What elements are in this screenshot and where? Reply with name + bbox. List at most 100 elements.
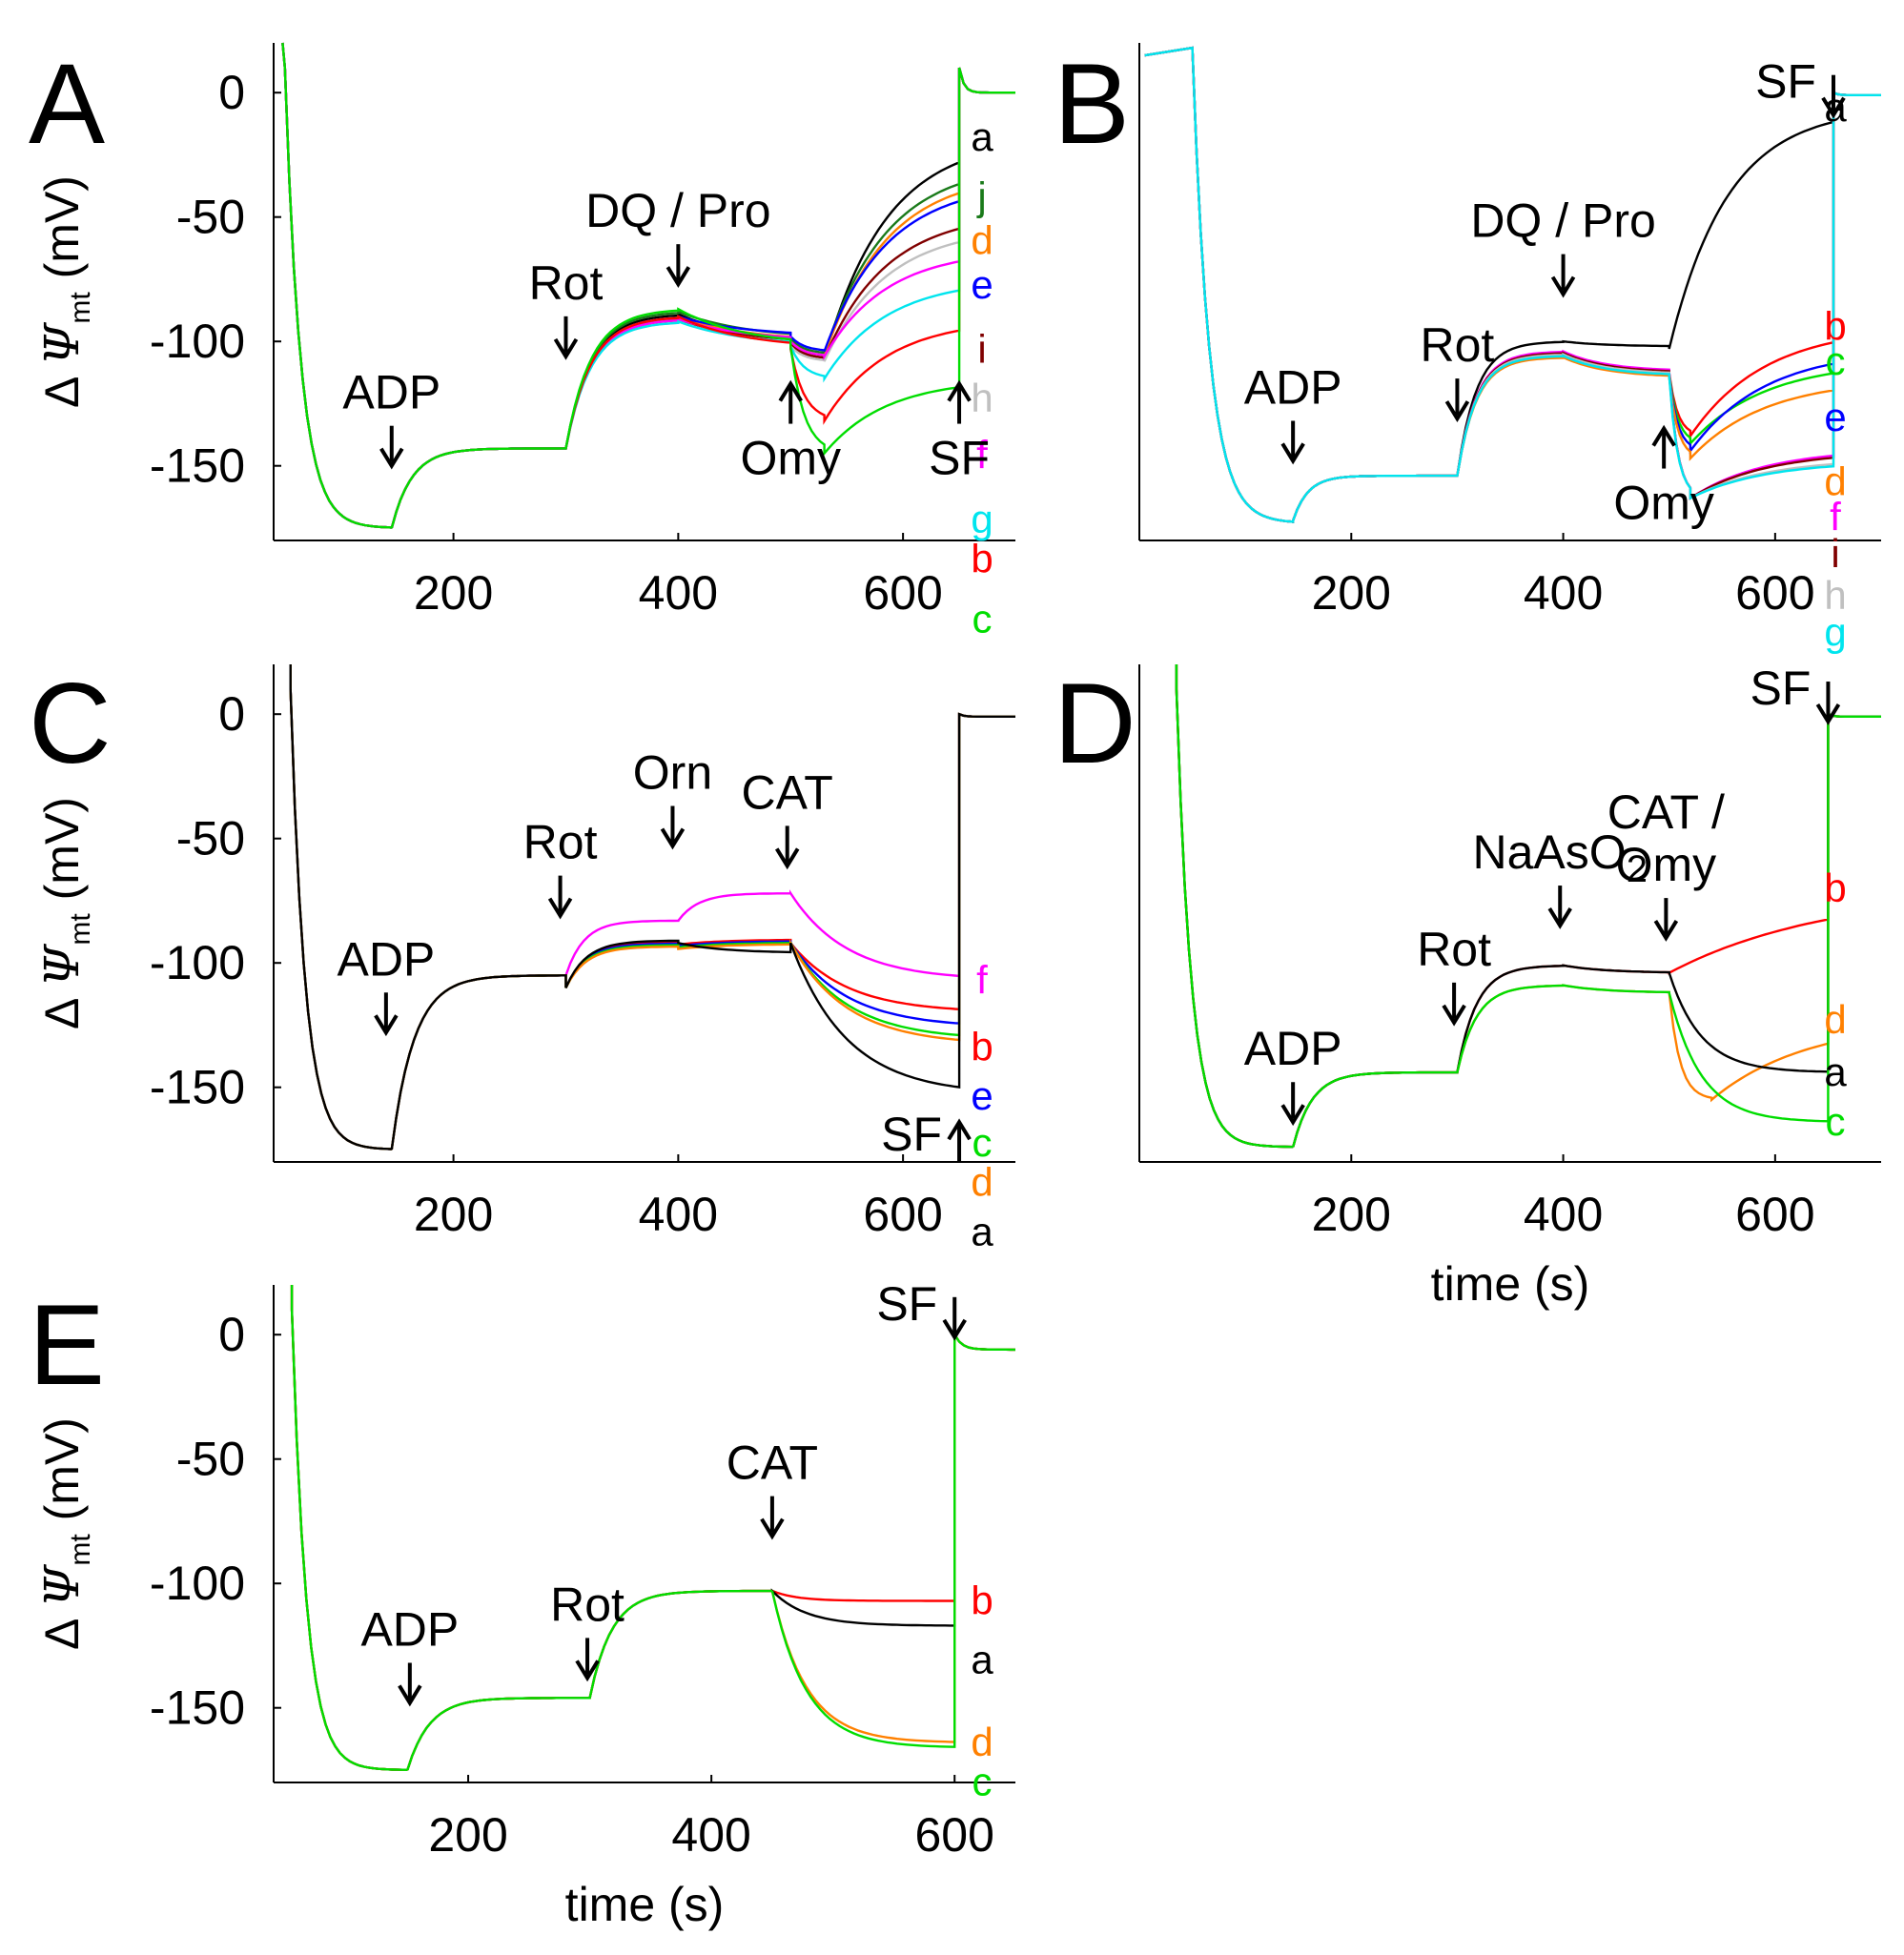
y-label-delta: Δ (35, 1607, 89, 1650)
y-label-delta: Δ (35, 365, 89, 408)
series-label-d: d (971, 218, 993, 263)
event-label-2: Omy (1616, 838, 1717, 891)
series-label-c: c (1826, 338, 1846, 383)
x-tick-label: 400 (1524, 566, 1603, 620)
series-label-d: d (1824, 997, 1846, 1042)
panel-letter: C (29, 660, 112, 787)
series-label-a: a (971, 1210, 993, 1254)
arrow-head-icon (665, 266, 691, 289)
event-label: CAT (742, 765, 833, 819)
series-label-d: d (1824, 458, 1846, 503)
event-adp: ADP (337, 932, 435, 1037)
x-tick-label: 600 (1735, 566, 1814, 620)
event-rot: Rot (1417, 923, 1491, 1027)
x-tick-label: 200 (1312, 1188, 1391, 1241)
panel-letter: B (1054, 40, 1130, 168)
event-label: DQ / Pro (1470, 194, 1655, 248)
series-label-a: a (971, 114, 993, 159)
y-label-sub: mt (65, 1534, 96, 1566)
x-tick-label: 600 (1735, 1188, 1814, 1241)
arrow-head-icon (374, 1014, 399, 1037)
y-label-psi: Ψ (34, 943, 90, 987)
arrow-head-icon (1651, 424, 1676, 447)
series-line-d (1144, 46, 1881, 523)
series-label-i: i (1831, 531, 1839, 576)
event-label: Rot (529, 256, 604, 310)
series-line-c (1144, 46, 1881, 523)
event-label-text: DQ / Pro (585, 184, 770, 237)
y-label-sub: mt (65, 913, 96, 946)
y-tick-label: -150 (150, 439, 245, 493)
series-label-c: c (1826, 1099, 1846, 1144)
event-label: Rot (523, 816, 598, 869)
event-rot: Rot (529, 256, 604, 360)
event-label: ADP (342, 366, 440, 419)
series-label-f: f (976, 957, 988, 1002)
event-label: SF (1750, 662, 1812, 715)
y-label-psi: Ψ (34, 321, 90, 365)
event-cat-: CAT /Omy (1607, 785, 1725, 942)
event-label-text: SF (1755, 55, 1816, 109)
event-label: ADP (360, 1602, 459, 1656)
panel-letter: E (29, 1281, 105, 1409)
panel-a: A 200 400 600 0 -50 -100 -150 Δ Ψmt (mV) ajdeihfg… (29, 40, 1015, 641)
y-tick-label: -50 (176, 191, 245, 244)
series-label-b: b (971, 1578, 993, 1622)
series-line-a (290, 1285, 1015, 1771)
series-label-a: a (971, 1638, 993, 1682)
event-label-text: CAT (742, 765, 833, 819)
event-label: Orn (633, 746, 712, 800)
arrow-head-icon (1280, 442, 1305, 465)
series-line-c (281, 42, 1015, 529)
arrow-head-icon (1653, 920, 1679, 942)
panel-letter: A (29, 40, 105, 168)
arrow-head-icon (547, 897, 573, 920)
series-label-h: h (971, 376, 993, 420)
series-line-c (290, 1285, 1015, 1771)
event-label: Rot (1417, 923, 1491, 976)
series-label-e: e (1824, 395, 1846, 439)
series-label-c: c (972, 596, 993, 641)
x-tick-label: 200 (1312, 566, 1391, 620)
x-axis-label: time (s) (565, 1878, 725, 1931)
event-label-text: SF (876, 1277, 937, 1331)
event-label-text: Orn (633, 746, 712, 800)
arrow-head-icon (947, 379, 972, 402)
series-label-f: f (976, 433, 988, 478)
event-label-text: SF (1750, 662, 1812, 715)
x-tick-label: 400 (639, 1188, 718, 1241)
event-label: ADP (1244, 360, 1342, 414)
x-tick-label: 400 (1524, 1188, 1603, 1241)
event-rot: Rot (523, 816, 598, 920)
series-label-b: b (971, 1024, 993, 1069)
x-tick-label: 400 (671, 1808, 750, 1862)
series-label-f: f (1830, 494, 1841, 539)
panel-e: E 200 400 600 0 -50 -100 -150 Δ Ψmt (mV) time (s)… (29, 1277, 1015, 1931)
y-tick-label: -100 (150, 936, 245, 989)
event-label: Rot (550, 1578, 624, 1631)
series-label-g: g (971, 497, 993, 541)
event-label-text: Rot (1421, 318, 1495, 372)
y-tick-label: -150 (150, 1681, 245, 1735)
x-tick-label: 200 (414, 566, 493, 620)
event-label-text: ADP (360, 1602, 459, 1656)
event-label-text: Rot (529, 256, 604, 310)
y-tick-label: -150 (150, 1061, 245, 1114)
series-label-e: e (971, 262, 993, 307)
event-adp: ADP (1244, 1022, 1342, 1127)
event-sf: SF (881, 1108, 972, 1163)
series-line-i (1144, 46, 1881, 523)
series-line-c (289, 664, 1015, 1151)
arrow-head-icon (760, 1517, 785, 1540)
series-line-d (289, 664, 1015, 1151)
series-line-b (290, 1285, 1015, 1771)
x-tick-label: 600 (915, 1808, 994, 1862)
event-label-text: Rot (1417, 923, 1491, 976)
series-line-e (289, 664, 1015, 1151)
event-label-text: NaAsO (1473, 825, 1627, 879)
series-label-d: d (971, 1720, 993, 1764)
arrow-head-icon (947, 1118, 972, 1141)
event-rot: Rot (1421, 318, 1495, 422)
